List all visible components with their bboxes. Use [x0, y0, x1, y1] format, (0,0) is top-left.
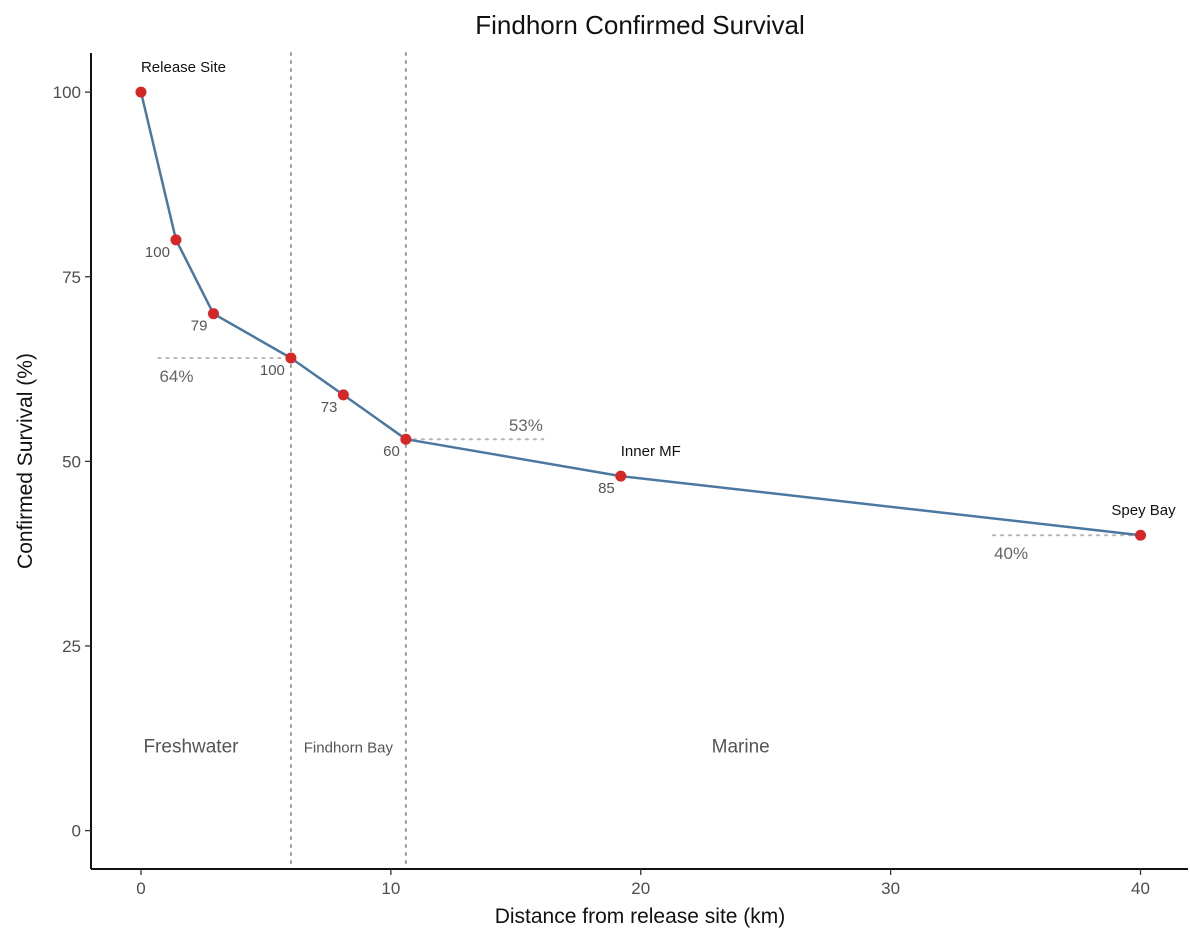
data-point-label: 100: [260, 362, 285, 379]
y-tick-label: 100: [53, 83, 81, 102]
data-point: [400, 433, 412, 445]
site-label: Inner MF: [621, 443, 681, 460]
y-tick-label: 75: [62, 268, 81, 287]
data-point-label: 79: [191, 318, 208, 335]
data-point: [285, 352, 297, 364]
y-tick-label: 0: [72, 822, 81, 841]
data-point: [170, 234, 182, 246]
site-label: Release Site: [141, 59, 226, 76]
x-tick-label: 10: [381, 879, 400, 898]
data-point: [207, 308, 219, 320]
chart-title: Findhorn Confirmed Survival: [475, 10, 804, 40]
x-tick-label: 0: [136, 879, 145, 898]
data-point: [337, 389, 349, 401]
y-tick-label: 50: [62, 452, 81, 471]
data-point: [135, 86, 147, 98]
y-tick-label: 25: [62, 637, 81, 656]
site-label: Spey Bay: [1111, 502, 1176, 519]
reference-label: 40%: [994, 544, 1028, 563]
reference-label: 53%: [509, 416, 543, 435]
plot-area: 0 25 50 75 100 0 10 20 30 40 100 79 100 73 60 85 Release…: [53, 52, 1188, 898]
region-label: Findhorn Bay: [304, 740, 394, 757]
reference-label: 64%: [159, 367, 193, 386]
data-point-label: 100: [145, 244, 170, 261]
x-tick-label: 20: [631, 879, 650, 898]
y-axis-title: Confirmed Survival (%): [14, 353, 37, 569]
series-line: [139, 91, 1141, 537]
data-point-label: 73: [321, 399, 338, 416]
data-point: [615, 470, 627, 482]
region-label: Freshwater: [143, 737, 239, 758]
data-point-label: 85: [598, 480, 615, 497]
data-point: [1135, 529, 1147, 541]
data-point-label: 60: [383, 443, 400, 460]
x-tick-label: 40: [1131, 879, 1150, 898]
x-axis-title: Distance from release site (km): [495, 905, 786, 928]
region-label: Marine: [712, 737, 770, 758]
x-tick-label: 30: [881, 879, 900, 898]
